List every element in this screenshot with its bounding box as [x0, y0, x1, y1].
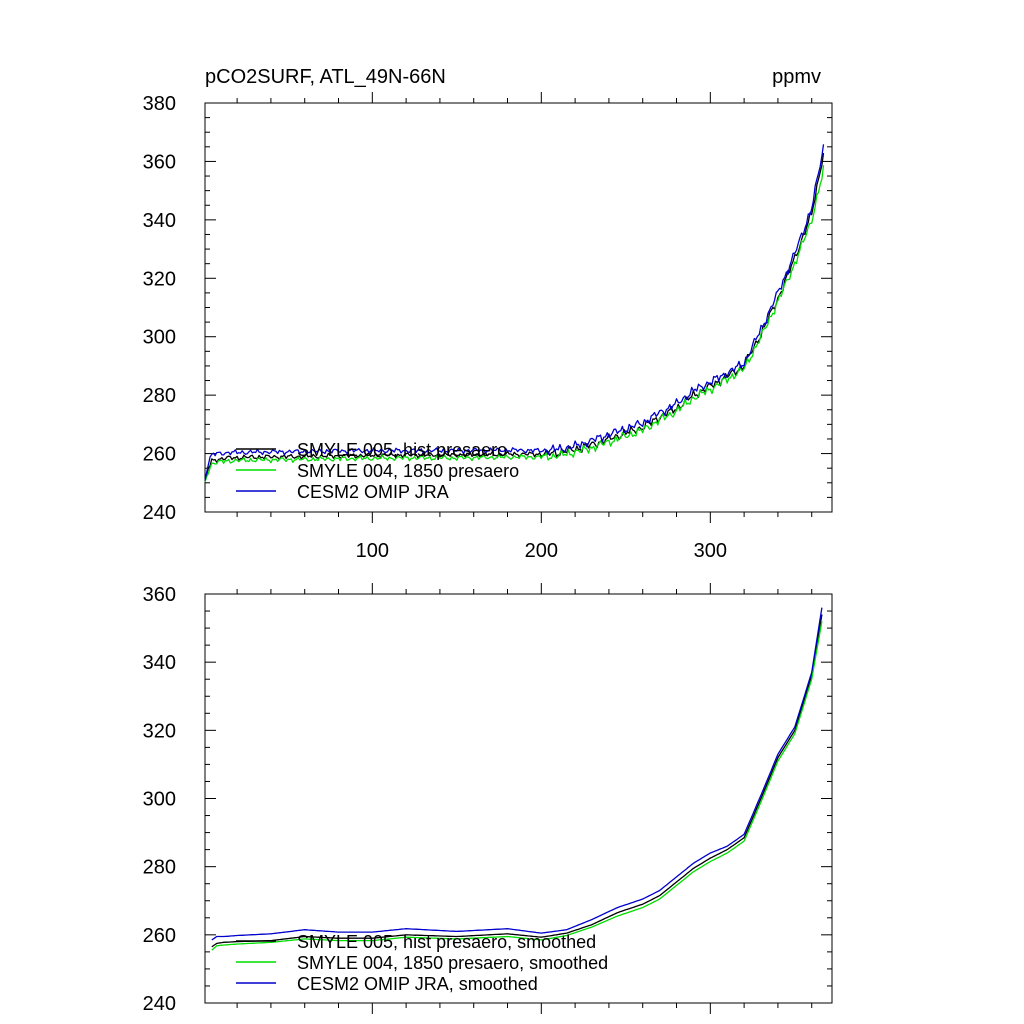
- series-line-3: [204, 144, 825, 481]
- legend-label-3: CESM2 OMIP JRA, smoothed: [297, 974, 538, 994]
- units-label: ppmv: [772, 66, 821, 88]
- y-tick-label: 320: [143, 268, 176, 290]
- y-tick-label: 380: [143, 93, 176, 115]
- y-tick-label: 300: [143, 789, 176, 811]
- x-tick-label: 300: [694, 540, 727, 562]
- bottom-chart-panel: 240 260 280 300 320 340 360 SMYLE 005, hist pre…: [143, 583, 833, 1015]
- chart-title: pCO2SURF, ATL_49N-66N: [205, 66, 446, 88]
- legend-label-2: SMYLE 004, 1850 presaero, smoothed: [297, 953, 608, 973]
- legend-label-1: SMYLE 005, hist presaero, smoothed: [297, 932, 596, 952]
- series-line-1: [211, 614, 823, 948]
- y-tick-label: 260: [143, 925, 176, 947]
- x-tick-label: 100: [356, 540, 389, 562]
- y-tick-label: 340: [143, 210, 176, 232]
- x-tick-label: 200: [525, 540, 558, 562]
- y-tick-label: 320: [143, 720, 176, 742]
- y-tick-label: 360: [143, 151, 176, 173]
- y-tick-label: 360: [143, 584, 176, 606]
- y-tick-label: 340: [143, 652, 176, 674]
- y-tick-label: 280: [143, 385, 176, 407]
- series-line-1: [204, 152, 825, 481]
- legend-label-1: SMYLE 005, hist presaero: [297, 440, 507, 460]
- top-chart-panel: 240 260 280 300 320 340 360 380 100 200 300 pCO2SUR…: [143, 66, 833, 562]
- legend-label-2: SMYLE 004, 1850 presaero: [297, 461, 519, 481]
- series-line-2: [204, 165, 825, 483]
- y-tick-label: 280: [143, 857, 176, 879]
- series-line-3: [211, 607, 823, 941]
- y-tick-label: 300: [143, 327, 176, 349]
- legend-label-3: CESM2 OMIP JRA: [297, 482, 449, 502]
- series-line-2: [211, 621, 823, 951]
- y-tick-label: 240: [143, 502, 176, 524]
- y-tick-label: 240: [143, 993, 176, 1015]
- y-tick-label: 260: [143, 444, 176, 466]
